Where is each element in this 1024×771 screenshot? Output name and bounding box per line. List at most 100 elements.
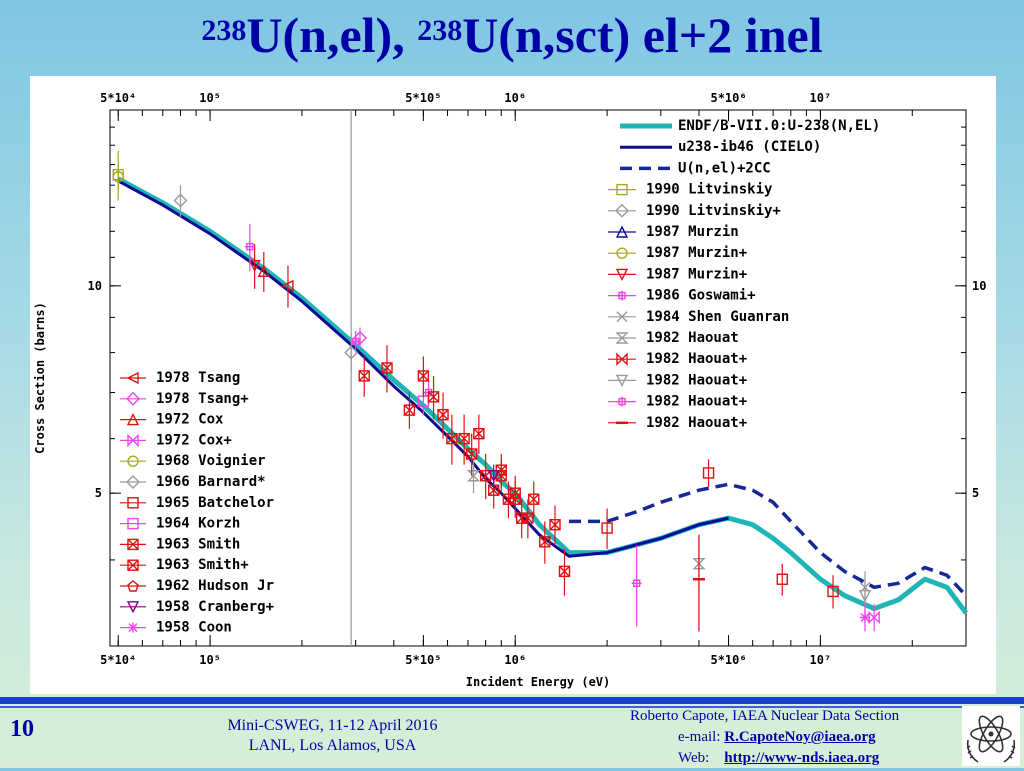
data-point-9-0 bbox=[858, 589, 872, 603]
legend-marker-14 bbox=[126, 413, 140, 426]
data-point-17-0 bbox=[344, 345, 359, 360]
x-tick-label-top: 5*10⁶ bbox=[710, 91, 746, 105]
footer-bar bbox=[0, 697, 1024, 704]
x-tick-label-top: 10⁵ bbox=[199, 91, 221, 105]
y-tick-label-right: 10 bbox=[972, 279, 986, 293]
data-point-21-1-cross bbox=[509, 487, 521, 499]
legend-marker-17 bbox=[126, 475, 140, 489]
legend-marker-3 bbox=[616, 247, 628, 259]
legend-marker-16 bbox=[127, 455, 139, 467]
data-point-1-0 bbox=[173, 193, 188, 208]
data-point-23-0 bbox=[487, 470, 500, 483]
x-axis-label: Incident Energy (eV) bbox=[466, 675, 611, 689]
author-info: Roberto Capote, IAEA Nuclear Data Sectio… bbox=[630, 706, 950, 769]
data-point-20-16-cross bbox=[522, 512, 534, 524]
legend-marker-1 bbox=[615, 203, 629, 218]
data-point-12-0 bbox=[281, 279, 294, 292]
x-tick-label-top: 10⁷ bbox=[810, 91, 832, 105]
legend-label: 1982 Haouat+ bbox=[646, 415, 747, 431]
legend-label: 1966 Barnard* bbox=[156, 474, 266, 490]
legend-label: ENDF/B-VII.0:U-238(N,EL) bbox=[678, 118, 880, 134]
cross-section-chart: 5*10⁴ 5*10⁴ 10⁵ 10⁵ 5*10⁵ 5*10⁵ 10⁶ 10⁶ 5*10⁶ 5*1… bbox=[33, 91, 986, 689]
x-tick-label-bottom: 5*10⁴ bbox=[100, 653, 136, 667]
legend-label: 1958 Cranberg+ bbox=[156, 599, 274, 615]
data-point-20-8-cross bbox=[466, 448, 478, 460]
x-tick-label-bottom: 10⁵ bbox=[199, 653, 221, 667]
legend-label: 1982 Haouat+ bbox=[646, 351, 747, 367]
data-point-20-3 bbox=[417, 370, 430, 382]
email-link[interactable]: R.CapoteNoy@iaea.org bbox=[724, 729, 876, 745]
legend-marker-2 bbox=[615, 225, 629, 238]
legend-label: 1978 Tsang bbox=[156, 370, 240, 386]
data-point-20-2-cross bbox=[403, 404, 415, 416]
legend-label: 1990 Litvinskiy bbox=[646, 182, 773, 198]
legend-marker-8 bbox=[616, 352, 628, 366]
web-link[interactable]: http://www-nds.iaea.org bbox=[724, 750, 880, 766]
legend-marker-6 bbox=[616, 311, 628, 323]
meeting-location: LANL, Los Alamos, USA bbox=[248, 737, 417, 754]
data-point-24-0 bbox=[859, 612, 870, 623]
data-point-7-1 bbox=[466, 470, 481, 482]
x-tick-label-bottom: 5*10⁶ bbox=[710, 653, 746, 667]
legend-marker-9 bbox=[615, 374, 629, 387]
web-label: Web: bbox=[678, 750, 710, 766]
data-point-4-0 bbox=[248, 259, 261, 273]
data-point-20-5 bbox=[437, 409, 449, 421]
chart-panel: 5*10⁴ 5*10⁴ 10⁵ 10⁵ 5*10⁵ 5*10⁵ 10⁶ 10⁶ 5*10⁶ 5*1… bbox=[30, 76, 996, 694]
legend-label: 1982 Haouat+ bbox=[646, 372, 747, 388]
legend-marker-0 bbox=[616, 183, 628, 196]
x-tick-label-top: 5*10⁴ bbox=[100, 91, 136, 105]
legend-marker-15 bbox=[127, 433, 139, 448]
data-point-20-9 bbox=[473, 428, 485, 440]
data-point-20-18-cross bbox=[539, 536, 551, 548]
data-point-20-3-cross bbox=[417, 370, 429, 382]
plot-frame bbox=[109, 109, 967, 647]
meeting-name: Mini-CSWEG, 11-12 April 2016 bbox=[227, 717, 438, 734]
data-point-15-0 bbox=[868, 610, 880, 625]
legend-label: 1963 Smith+ bbox=[156, 557, 249, 573]
data-point-20-20-cross bbox=[558, 565, 570, 577]
legend-marker-13 bbox=[126, 391, 140, 406]
data-point-20-7 bbox=[458, 432, 470, 445]
data-point-20-1 bbox=[381, 362, 393, 374]
legend-marker-21-cross bbox=[127, 559, 139, 571]
title-mass-number: 238 bbox=[417, 14, 463, 47]
title-mass-number: 238 bbox=[201, 14, 247, 47]
data-point-20-15 bbox=[515, 512, 528, 524]
legend-label: 1978 Tsang+ bbox=[156, 391, 249, 407]
legend-marker-7 bbox=[615, 332, 629, 344]
legend-marker-4 bbox=[615, 268, 629, 281]
data-point-20-1-cross bbox=[381, 362, 393, 374]
y-axis-label: Cross Section (barns) bbox=[33, 302, 47, 454]
legend-label: 1982 Haouat bbox=[646, 330, 739, 346]
data-point-20-0-cross bbox=[358, 370, 370, 382]
legend-label: 1962 Hudson Jr bbox=[156, 578, 274, 594]
data-point-20-17 bbox=[528, 493, 540, 505]
data-point-14-0 bbox=[257, 264, 270, 277]
legend-label: 1982 Haouat+ bbox=[646, 394, 747, 410]
legend-label: 1987 Murzin+ bbox=[646, 245, 747, 261]
data-point-20-19-cross bbox=[549, 519, 561, 531]
data-point-20-6 bbox=[446, 432, 458, 445]
legend-marker-23 bbox=[126, 601, 140, 614]
slide-title: 238U(n,el), 238U(n,sct) el+2 inel bbox=[0, 0, 1024, 70]
data-point-20-20 bbox=[558, 565, 571, 578]
data-point-3-0 bbox=[112, 171, 124, 183]
legend-marker-18 bbox=[127, 497, 139, 509]
x-tick-label-bottom: 10⁷ bbox=[810, 653, 832, 667]
data-point-18-2 bbox=[601, 522, 613, 534]
x-tick-label-top: 10⁶ bbox=[504, 91, 526, 105]
data-point-5-0-box bbox=[246, 242, 254, 251]
y-tick-label-right: 5 bbox=[972, 486, 979, 500]
data-point-20-4-cross bbox=[428, 391, 440, 403]
slide-number: 10 bbox=[10, 716, 34, 742]
legend-marker-5-box bbox=[618, 291, 626, 300]
data-point-20-11-cross bbox=[488, 484, 500, 496]
data-point-20-17-cross bbox=[528, 493, 540, 505]
atom-icon bbox=[966, 715, 1016, 763]
legend-label: 1972 Cox+ bbox=[156, 432, 232, 448]
data-point-20-8 bbox=[465, 448, 478, 460]
email-label: e-mail: bbox=[678, 729, 721, 745]
legend-label: 1958 Coon bbox=[156, 620, 232, 636]
legend-label: 1987 Murzin bbox=[646, 224, 739, 240]
